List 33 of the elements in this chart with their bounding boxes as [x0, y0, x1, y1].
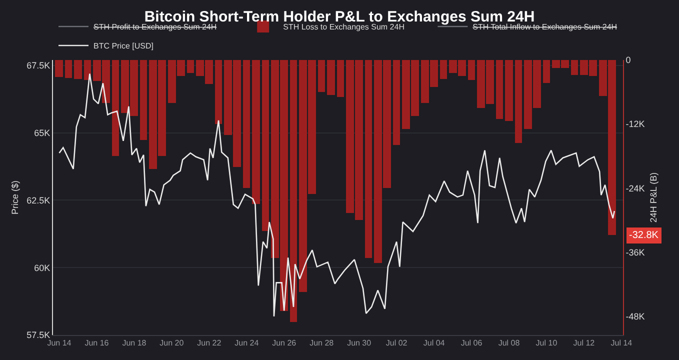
- x-tick-label: Jul 10: [536, 338, 558, 348]
- legend-label: STH Total Inflow to Exchanges Sum 24H: [472, 22, 618, 32]
- x-tick-label: Jun 18: [122, 338, 147, 348]
- text: -32.8K: [629, 230, 659, 241]
- x-tick-label: Jul 14: [610, 338, 633, 348]
- y2-tick-label: -24K: [626, 183, 645, 194]
- y-axis-title: Price ($): [10, 180, 20, 215]
- x-tick-label: Jun 20: [160, 338, 184, 348]
- x-tick-label: Jun 24: [234, 338, 260, 348]
- x-tick-label: Jun 14: [47, 338, 72, 348]
- x-tick-label: Jun 30: [347, 338, 372, 348]
- x-tick-label: Jun 26: [272, 338, 297, 348]
- x-tick-label: Jul 08: [498, 338, 520, 348]
- x-tick-label: Jul 02: [386, 338, 408, 348]
- x-tick-label: Jun 22: [197, 338, 222, 348]
- y-tick-label: 67.5K: [26, 60, 50, 71]
- x-tick-label: Jun 16: [84, 338, 110, 348]
- y-tick-label: 60K: [34, 262, 50, 273]
- y-tick-label: 57.5K: [26, 330, 50, 340]
- y2-tick-label: -48K: [626, 311, 645, 322]
- y2-tick-label: 0: [626, 55, 631, 66]
- legend-label: BTC Price [USD]: [94, 42, 154, 51]
- x-tick-label: Jun 28: [310, 338, 334, 348]
- y-tick-label: 65K: [34, 128, 50, 138]
- y2-tick-label: -12K: [626, 119, 645, 130]
- legend-label: STH Profit to Exchanges Sum 24H: [94, 22, 217, 32]
- x-tick-label: Jul 06: [460, 338, 483, 348]
- y2-tick-label: -36K: [626, 247, 645, 258]
- y2-axis-title: 24H P&L (B): [648, 172, 659, 223]
- x-tick-label: Jul 12: [573, 338, 596, 348]
- legend-label: STH Loss to Exchanges Sum 24H: [283, 22, 405, 32]
- x-tick-label: Jul 04: [423, 338, 446, 348]
- y-tick-label: 62.5K: [26, 195, 50, 206]
